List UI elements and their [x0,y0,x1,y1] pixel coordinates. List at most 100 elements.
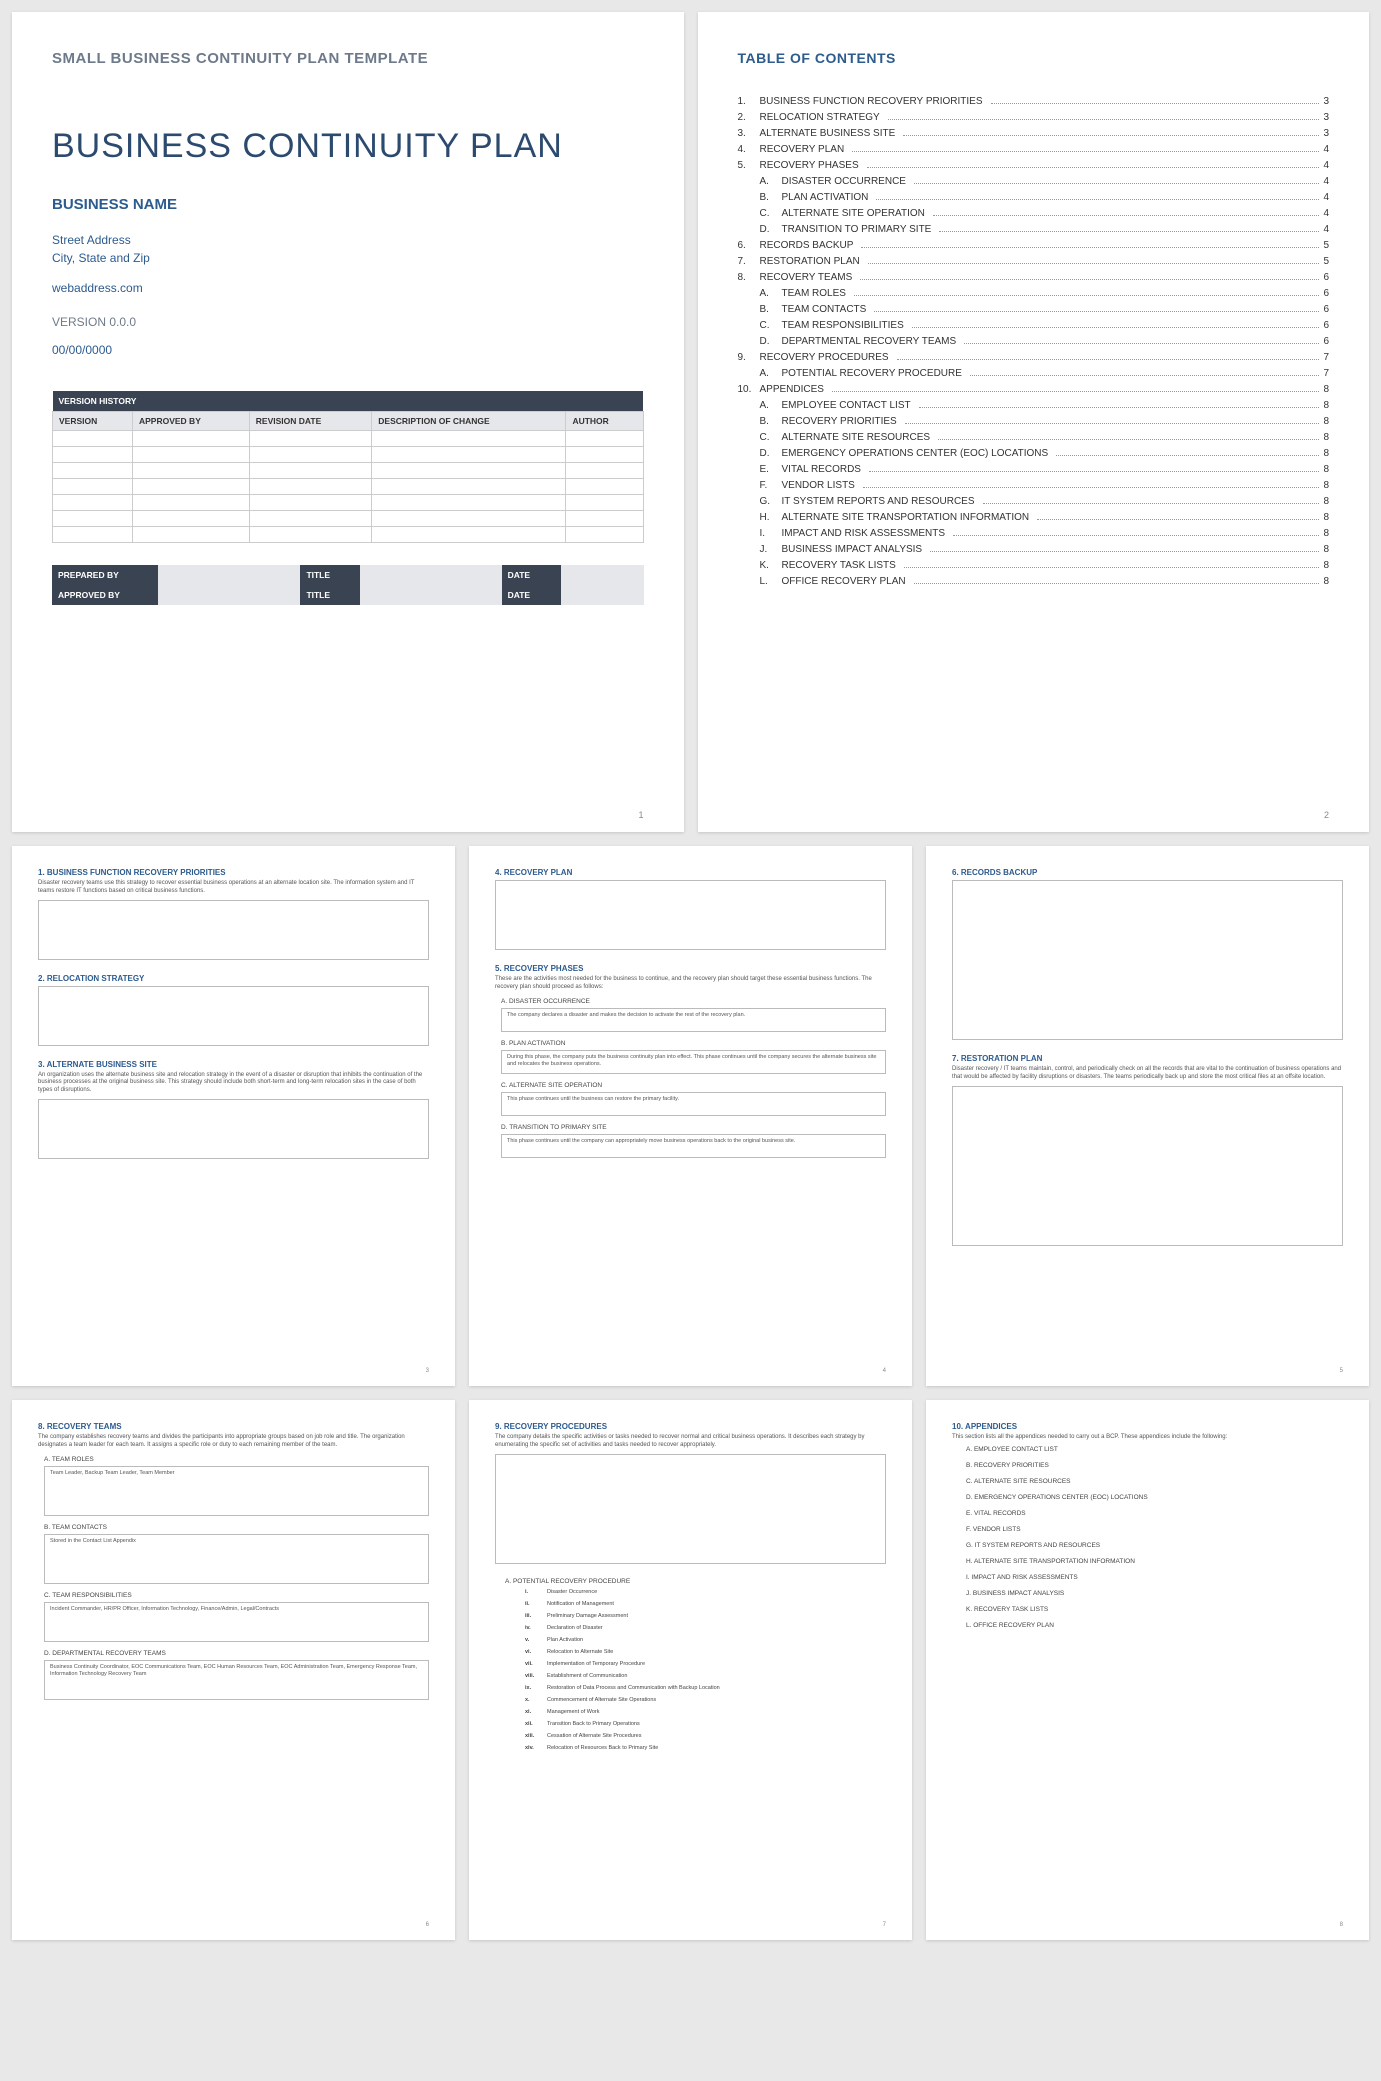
toc-item: 6.RECORDS BACKUP5 [738,240,1330,251]
city-state-zip: City, State and Zip [52,249,644,267]
section-heading: 6. RECORDS BACKUP [952,868,1343,877]
sig-label: DATE [502,585,561,605]
toc-leader [914,183,1319,184]
toc-label: ALTERNATE SITE OPERATION [782,208,929,219]
toc-page: 7 [1323,368,1329,379]
table-cell [132,447,249,463]
roman-numeral: ix. [525,1685,547,1691]
list-item: E. VITAL RECORDS [966,1510,1343,1517]
toc-item: C.ALTERNATE SITE OPERATION4 [738,208,1330,219]
toc-label: TEAM RESPONSIBILITIES [782,320,908,331]
list-item: v.Plan Activation [525,1637,886,1643]
table-cell [53,431,133,447]
sig-value [158,585,300,605]
roman-numeral: iv. [525,1625,547,1631]
subsection-heading: A. DISASTER OCCURRENCE [501,998,886,1005]
subsection-box: Incident Commander, HR/PR Officer, Infor… [44,1602,429,1642]
table-row [53,479,644,495]
toc-page: 3 [1323,128,1329,139]
toc-label: IT SYSTEM REPORTS AND RESOURCES [782,496,979,507]
toc-page: 8 [1323,528,1329,539]
date-label: 00/00/0000 [52,343,644,357]
table-cell [372,479,566,495]
toc-leader [930,551,1319,552]
toc-item: 10.APPENDICES8 [738,384,1330,395]
toc-leader [970,375,1320,376]
toc-leader [832,391,1319,392]
section-heading: 10. APPENDICES [952,1422,1343,1431]
toc-label: PLAN ACTIVATION [782,192,873,203]
toc-number: 3. [738,128,760,139]
page-7: 9. RECOVERY PROCEDURES The company detai… [469,1400,912,1940]
toc-label: DEPARTMENTAL RECOVERY TEAMS [782,336,961,347]
toc-page: 8 [1323,416,1329,427]
street-address: Street Address [52,231,644,249]
roman-numeral: iii. [525,1613,547,1619]
table-column-header: APPROVED BY [132,412,249,431]
roman-numeral: xi. [525,1709,547,1715]
toc-leader [905,423,1320,424]
section-heading: 9. RECOVERY PROCEDURES [495,1422,886,1431]
step-text: Transition Back to Primary Operations [547,1721,640,1727]
toc-label: TRANSITION TO PRIMARY SITE [782,224,936,235]
toc-number: 9. [738,352,760,363]
content-box [495,880,886,950]
version-history-table: VERSION HISTORY VERSIONAPPROVED BYREVISI… [52,391,644,543]
list-item: K. RECOVERY TASK LISTS [966,1606,1343,1613]
toc-item: 1.BUSINESS FUNCTION RECOVERY PRIORITIES3 [738,96,1330,107]
toc-leader [854,295,1319,296]
table-row [53,527,644,543]
table-cell [566,463,643,479]
subsection-box: This phase continues until the business … [501,1092,886,1116]
table-cell [566,527,643,543]
list-item: xii.Transition Back to Primary Operation… [525,1721,886,1727]
toc-item: A.TEAM ROLES6 [738,288,1330,299]
toc-leader [953,535,1319,536]
toc-leader [903,135,1319,136]
section-desc: The company details the specific activit… [495,1434,886,1450]
toc-item: 8.RECOVERY TEAMS6 [738,272,1330,283]
toc-number: D. [760,224,782,235]
toc-label: OFFICE RECOVERY PLAN [782,576,910,587]
toc-label: RECOVERY PHASES [760,160,863,171]
toc-number: 7. [738,256,760,267]
list-item: i.Disaster Occurrence [525,1589,886,1595]
step-text: Commencement of Alternate Site Operation… [547,1697,656,1703]
toc-number: B. [760,304,782,315]
table-cell [249,431,371,447]
section-desc: Disaster recovery teams use this strateg… [38,880,429,896]
list-item: ii.Notification of Management [525,1601,886,1607]
toc-item: K.RECOVERY TASK LISTS8 [738,560,1330,571]
list-item: B. RECOVERY PRIORITIES [966,1462,1343,1469]
roman-numeral: v. [525,1637,547,1643]
toc-leader [876,199,1319,200]
step-text: Relocation to Alternate Site [547,1649,613,1655]
subsection-heading: A. POTENTIAL RECOVERY PROCEDURE [505,1578,886,1585]
page-number: 2 [1324,810,1329,820]
procedure-list: i.Disaster Occurrence ii.Notification of … [525,1589,886,1751]
sig-value [158,565,300,585]
toc-leader [904,567,1320,568]
list-item: xiv.Relocation of Resources Back to Prim… [525,1745,886,1751]
toc-number: C. [760,320,782,331]
list-item: xiii.Cessation of Alternate Site Procedu… [525,1733,886,1739]
step-text: Notification of Management [547,1601,614,1607]
page-number: 1 [638,810,643,820]
sig-label: APPROVED BY [52,585,158,605]
toc-leader [933,215,1320,216]
toc-item: 2.RELOCATION STRATEGY3 [738,112,1330,123]
table-cell [249,495,371,511]
toc-label: EMERGENCY OPERATIONS CENTER (EOC) LOCATI… [782,448,1053,459]
table-cell [53,479,133,495]
address-block: Street Address City, State and Zip [52,231,644,267]
step-text: Relocation of Resources Back to Primary … [547,1745,658,1751]
toc-page: 5 [1323,256,1329,267]
list-item: D. EMERGENCY OPERATIONS CENTER (EOC) LOC… [966,1494,1343,1501]
toc-item: I.IMPACT AND RISK ASSESSMENTS8 [738,528,1330,539]
table-row: APPROVED BYTITLEDATE [52,585,644,605]
toc-number: F. [760,480,782,491]
toc-label: TEAM CONTACTS [782,304,871,315]
list-item: I. IMPACT AND RISK ASSESSMENTS [966,1574,1343,1581]
toc-leader [939,231,1319,232]
toc-label: RESTORATION PLAN [760,256,864,267]
